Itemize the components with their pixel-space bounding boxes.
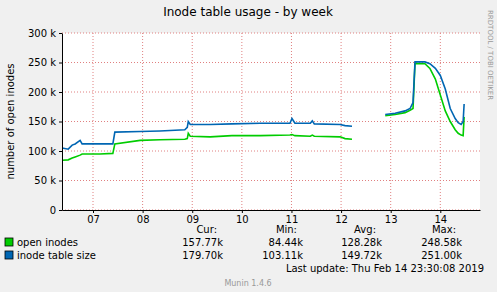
stat-value: 251.00k (421, 250, 462, 261)
y-tick: 0 (50, 205, 62, 216)
series-line (62, 62, 464, 149)
x-tick-label: 13 (385, 214, 398, 225)
y-tick-mark (59, 151, 62, 152)
stat-header: Max: (432, 224, 456, 235)
x-tick: 10 (236, 210, 249, 225)
x-tick: 07 (87, 210, 100, 225)
y-tick-label: 150 k (28, 116, 56, 127)
stat-value: 179.70k (182, 250, 223, 261)
y-tick-label: 200 k (28, 87, 56, 98)
last-update: Last update: Thu Feb 14 23:30:08 2019 (286, 263, 484, 274)
y-grid-line (62, 92, 480, 93)
stat-value: 103.11k (262, 250, 303, 261)
y-axis-line (62, 34, 63, 211)
legend: Cur: Min: Avg: Max: open inodes 157.77k 84.44k… (5, 224, 462, 261)
legend-swatch (5, 251, 13, 259)
x-grid-line (241, 33, 242, 210)
y-tick: 50 k (34, 175, 62, 186)
x-tick-mark (143, 210, 144, 213)
y-tick-label: 250 k (28, 57, 56, 68)
y-tick: 200 k (28, 87, 62, 98)
x-grid-line (93, 33, 94, 210)
x-tick: 09 (186, 210, 199, 225)
x-grid-line (341, 33, 342, 210)
background (0, 0, 497, 292)
x-tick-mark (93, 210, 94, 213)
stat-header: Avg: (354, 224, 376, 235)
x-tick-label: 12 (335, 214, 348, 225)
x-tick: 12 (335, 210, 348, 225)
y-tick-label: 100 k (28, 146, 56, 157)
y-tick-mark (59, 210, 62, 211)
x-tick-label: 07 (87, 214, 100, 225)
y-axis-title: number of open inodes (5, 63, 16, 179)
y-tick-label: 50 k (34, 175, 56, 186)
y-grid-line (62, 121, 480, 122)
x-tick-mark (291, 210, 292, 213)
stat-header: Cur: (196, 224, 217, 235)
x-tick: 11 (286, 210, 299, 225)
legend-label: inode table size (17, 250, 96, 261)
y-tick: 150 k (28, 116, 62, 127)
x-tick-label: 10 (236, 214, 249, 225)
watermark: RRDTOOL / TOBI OETIKER (486, 10, 494, 100)
y-tick-mark (59, 92, 62, 93)
stat-value: 128.28k (341, 237, 382, 248)
y-tick: 250 k (28, 57, 62, 68)
y-axis: 0 50 k 100 k 150 k 200 k 250 k 300 k (28, 28, 63, 216)
x-grid-line (440, 33, 441, 210)
x-tick-mark (242, 210, 243, 213)
legend-swatch (5, 238, 13, 246)
x-tick-mark (192, 210, 193, 213)
x-tick-mark (341, 210, 342, 213)
x-tick: 14 (434, 210, 447, 225)
x-grid-line (390, 33, 391, 210)
stat-value: 157.77k (182, 237, 223, 248)
stat-value: 149.72k (341, 250, 382, 261)
plot-area (62, 33, 480, 210)
grid (62, 33, 480, 210)
x-tick: 08 (137, 210, 150, 225)
x-grid-line (142, 33, 143, 210)
stat-header: Min: (276, 224, 297, 235)
y-tick: 100 k (28, 146, 62, 157)
x-tick-label: 08 (137, 214, 150, 225)
legend-label: open inodes (17, 237, 78, 248)
title: Inode table usage - by week (163, 5, 333, 19)
x-grid-line (192, 33, 193, 210)
y-tick-mark (59, 122, 62, 123)
y-grid-line (62, 33, 480, 34)
series-group (62, 62, 464, 160)
y-tick-label: 300 k (28, 28, 56, 39)
y-tick-mark (59, 181, 62, 182)
y-tick-mark (59, 63, 62, 64)
y-grid-line (62, 151, 480, 152)
footer: Munin 1.4.6 (224, 279, 271, 288)
x-axis-line (63, 210, 481, 211)
x-tick-mark (391, 210, 392, 213)
stat-value: 248.58k (421, 237, 462, 248)
y-grid-line (62, 180, 480, 181)
stat-value: 84.44k (269, 237, 304, 248)
x-axis: 07 08 09 10 11 12 13 14 (63, 210, 481, 225)
y-tick-mark (59, 33, 62, 34)
chart: 0 50 k 100 k 150 k 200 k 250 k 300 k 07 08 09 10 11… (0, 0, 497, 292)
x-tick: 13 (385, 210, 398, 225)
y-grid-line (62, 210, 480, 211)
x-tick-mark (440, 210, 441, 213)
y-tick: 300 k (28, 28, 62, 39)
y-tick-label: 0 (50, 205, 56, 216)
